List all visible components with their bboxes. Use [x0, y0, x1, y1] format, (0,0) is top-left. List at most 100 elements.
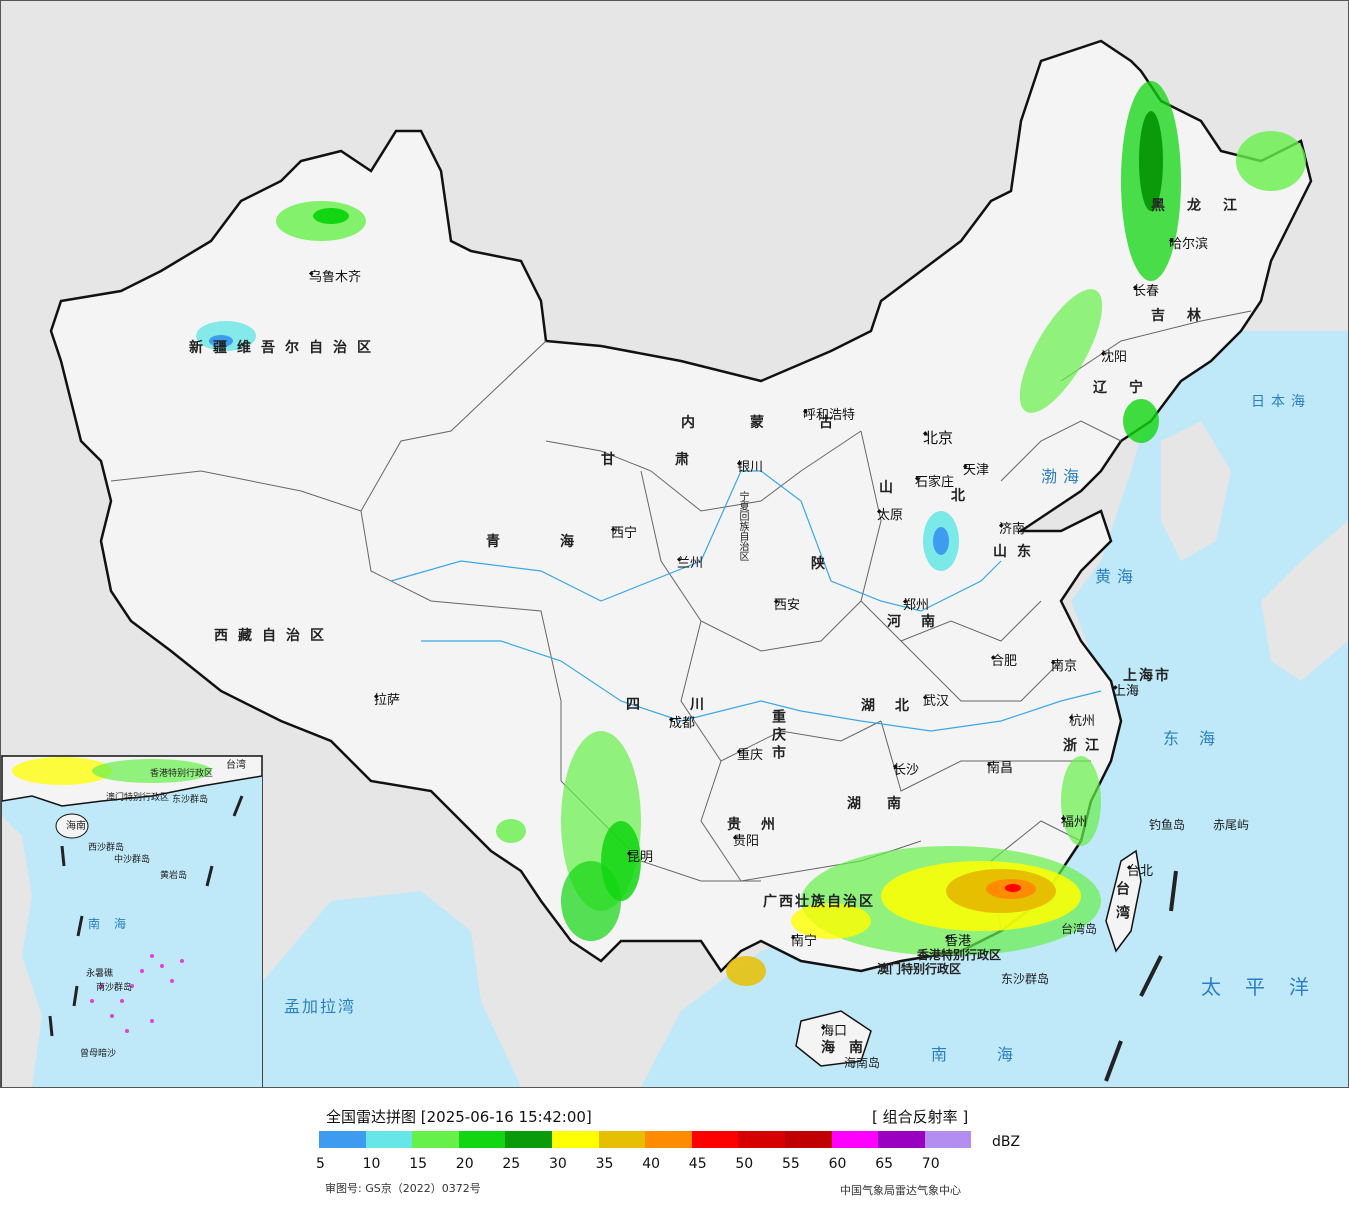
city-label: 济南	[999, 523, 1025, 536]
island-label: 台湾岛	[1061, 922, 1098, 936]
color-swatch	[738, 1131, 785, 1148]
inset-label: 南海	[88, 917, 141, 931]
city-label: 台北	[1127, 865, 1153, 878]
scale-tick: 40	[642, 1156, 661, 1172]
province-label: 山东	[993, 544, 1041, 560]
foreign-land	[1161, 421, 1231, 561]
color-swatch	[505, 1131, 552, 1148]
sea-label: 渤海	[1041, 467, 1086, 486]
province-label: 河南	[887, 614, 955, 630]
map-canvas	[49, 39, 1348, 1087]
province-label: 湖北	[861, 698, 929, 714]
city-label: 拉萨	[374, 694, 400, 707]
province-label: 湖南	[847, 796, 927, 812]
radar-map: 新疆维吾尔自治区 西藏自治区 青海 甘肃 内蒙古 宁夏回族自治区 陕 山 北 山…	[0, 0, 1349, 1088]
province-label: 上海市	[1123, 668, 1171, 684]
bay-of-bengal	[263, 891, 521, 1087]
sea-label: 太平洋	[1201, 975, 1333, 999]
city-label: 成都	[669, 717, 695, 730]
inset-label: 台湾	[226, 760, 246, 771]
inset-label: 黄岩岛	[160, 871, 188, 881]
city-label: 南昌	[987, 762, 1013, 775]
product-name: [ 组合反射率 ]	[872, 1108, 969, 1126]
color-swatch	[878, 1131, 925, 1148]
scale-tick: 45	[688, 1156, 707, 1172]
color-swatch	[784, 1131, 832, 1148]
source-label: 中国气象局雷达气象中心	[840, 1184, 961, 1197]
inset-label: 中沙群岛	[114, 855, 151, 865]
city-label: 香港	[945, 935, 971, 948]
legend-title: 全国雷达拼图 [2025-06-16 15:42:00]	[326, 1108, 592, 1126]
city-label: 长春	[1133, 285, 1159, 298]
city-label: 郑州	[903, 599, 929, 612]
color-swatch	[691, 1131, 739, 1148]
province-label: 西藏自治区	[214, 628, 334, 644]
sea-label: 孟加拉湾	[284, 997, 357, 1016]
city-label: 呼和浩特	[803, 409, 855, 422]
city-label: 合肥	[991, 655, 1017, 668]
boundary-dashes	[1104, 870, 1178, 1082]
province-label: 澳门特别行政区	[877, 962, 962, 976]
scale-tick: 30	[549, 1156, 567, 1172]
scale-tick: 70	[921, 1156, 940, 1172]
scale-tick: 25	[502, 1156, 521, 1172]
province-label: 宁夏回族自治区	[737, 491, 748, 561]
province-label: 四川	[626, 697, 754, 713]
city-label: 福州	[1061, 816, 1087, 829]
scale-tick: 55	[782, 1156, 800, 1172]
scale-tick: 60	[828, 1156, 847, 1172]
province-label: 贵州	[727, 817, 795, 833]
color-swatch	[645, 1131, 692, 1148]
inset-label: 澳门特别行政区	[106, 793, 170, 803]
province-label: 陕	[811, 556, 825, 572]
city-label: 乌鲁木齐	[309, 271, 361, 284]
province-label: 内蒙古	[681, 415, 888, 431]
inset-label: 曾母暗沙	[80, 1049, 117, 1059]
island-label: 赤尾屿	[1213, 818, 1250, 832]
sea-label: 黄海	[1095, 567, 1140, 586]
color-swatch	[551, 1131, 599, 1148]
color-swatch	[319, 1131, 366, 1148]
province-label: 山	[879, 480, 893, 496]
city-label: 哈尔滨	[1169, 238, 1208, 251]
province-label: 台湾	[1114, 881, 1130, 929]
scale-tick: 20	[455, 1156, 474, 1172]
city-label: 西宁	[611, 527, 637, 540]
color-swatch	[598, 1131, 646, 1148]
city-label: 兰州	[677, 557, 703, 570]
scale-tick: 35	[595, 1156, 614, 1172]
inset-label: 海南	[66, 821, 86, 832]
scale-tick: 65	[875, 1156, 894, 1172]
inset-label: 南沙群岛	[96, 983, 133, 993]
province-label: 新疆维吾尔自治区	[189, 340, 381, 356]
province-label: 黑龙江	[1151, 198, 1259, 214]
south-china-sea-inset: 台湾 海南 南海 香港特别行政区 澳门特别行政区 东沙群岛 西沙群岛 中沙群岛 …	[1, 755, 263, 1087]
scale-tick: 15	[409, 1156, 428, 1172]
color-scale	[319, 1131, 972, 1148]
scale-tick: 5	[316, 1156, 325, 1172]
island-label: 海南岛	[844, 1056, 881, 1070]
inset-canvas	[2, 756, 262, 1087]
province-label: 甘肃	[601, 452, 749, 468]
color-swatch	[458, 1131, 506, 1148]
sea-label: 南海	[931, 1045, 1064, 1064]
province-label: 辽宁	[1093, 380, 1165, 396]
city-label: 贵阳	[733, 835, 759, 848]
city-label: 天津	[963, 464, 989, 477]
city-label: 昆明	[627, 851, 653, 864]
sea-label: 日本海	[1251, 394, 1311, 410]
province-label: 海南	[821, 1040, 877, 1056]
city-label: 银川	[737, 461, 763, 474]
color-swatch	[365, 1131, 413, 1148]
city-label: 武汉	[923, 695, 949, 708]
island-label: 东沙群岛	[1001, 972, 1050, 986]
radar-echoes	[196, 81, 1306, 986]
city-label: 杭州	[1069, 715, 1095, 728]
province-label: 吉林	[1151, 308, 1223, 324]
city-label: 南京	[1051, 660, 1077, 673]
province-label: 广西壮族自治区	[763, 894, 875, 910]
inset-label: 西沙群岛	[88, 843, 125, 853]
city-label: 石家庄	[915, 476, 954, 489]
province-label: 青海	[486, 534, 634, 550]
city-label: 海口	[821, 1025, 847, 1038]
